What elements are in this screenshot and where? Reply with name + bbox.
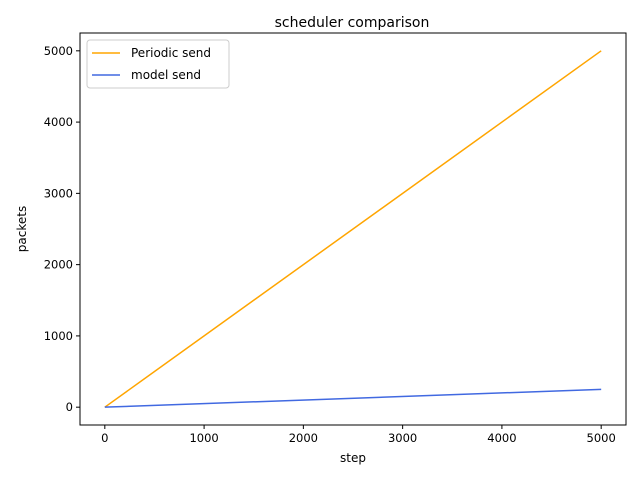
y-tick-label: 5000 — [44, 44, 73, 58]
x-tick-label: 5000 — [587, 431, 616, 445]
y-axis-label: packets — [15, 206, 29, 252]
legend-label-0: Periodic send — [131, 46, 211, 60]
y-tick-label: 0 — [66, 400, 73, 414]
x-tick-label: 0 — [101, 431, 108, 445]
y-tick-label: 1000 — [44, 329, 73, 343]
axes-frame — [79, 32, 627, 426]
y-tick-label: 3000 — [44, 186, 73, 200]
series-line-0 — [104, 50, 602, 408]
x-tick-label: 3000 — [388, 431, 417, 445]
x-tick-label: 2000 — [289, 431, 318, 445]
x-axis: 0 1000 2000 3000 4000 5000 — [101, 425, 616, 445]
legend: Periodic send model send — [86, 39, 230, 89]
plot-area — [104, 50, 602, 408]
series-line-1 — [104, 388, 602, 408]
y-axis: 0 1000 2000 3000 4000 5000 — [44, 44, 80, 414]
x-tick-label: 4000 — [487, 431, 516, 445]
y-tick-label: 4000 — [44, 115, 73, 129]
legend-box — [86, 39, 230, 89]
x-axis-label: step — [340, 451, 366, 465]
legend-label-1: model send — [131, 68, 201, 82]
chart-title: scheduler comparison — [275, 15, 430, 31]
x-tick-label: 1000 — [189, 431, 218, 445]
y-tick-label: 2000 — [44, 258, 73, 272]
